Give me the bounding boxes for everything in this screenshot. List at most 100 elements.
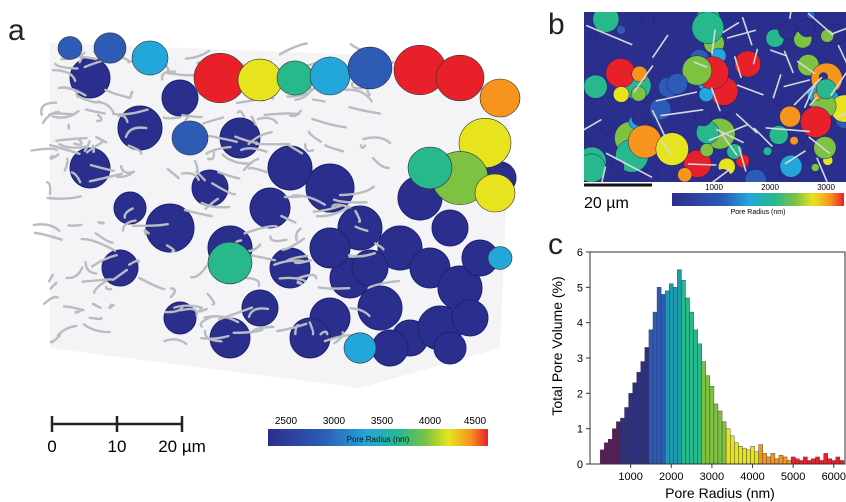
bar: [709, 386, 715, 465]
panel-a-scale-bar: 0 10 20 µm: [47, 416, 206, 456]
colorbar-b-tick-1000: 1000: [705, 183, 723, 192]
bar: [754, 451, 759, 465]
colorbar-a-label: Pore Radius (nm): [347, 435, 410, 444]
bar: [807, 460, 812, 465]
bar: [815, 456, 820, 465]
bar: [738, 446, 743, 465]
bar: [624, 407, 629, 465]
bar: [774, 458, 780, 465]
plot-area: 0 1 2 3 4 5 6 1000 2000 3000 4000 5000 6000: [577, 247, 846, 483]
colorbar-a-tick-2500: 2500: [275, 416, 298, 427]
bar: [652, 311, 658, 465]
bar: [831, 460, 837, 465]
scale-tick-10: 10: [108, 437, 127, 456]
bar: [697, 343, 702, 465]
y-tick-label: 1: [577, 424, 583, 436]
bar: [803, 456, 808, 465]
panel-a-colorbar: 2500 3000 3500 4000 4500 Pore Radius (nm…: [268, 416, 488, 446]
bar: [685, 297, 690, 465]
slice-fibers: [584, 12, 846, 182]
colorbar-a-tick-3500: 3500: [371, 416, 394, 427]
bar: [612, 428, 617, 465]
y-axis-label: Total Pore Volume (%): [549, 276, 565, 415]
bar: [608, 439, 613, 465]
colorbar-b-label: Pore Radius (nm): [731, 209, 786, 216]
bar: [827, 458, 832, 465]
colorbar-b-tick-2000: 2000: [761, 183, 779, 192]
scale-tick-20: 20 µm: [158, 437, 206, 456]
bar: [762, 453, 767, 465]
bar: [616, 421, 621, 465]
bar: [725, 428, 731, 465]
scale-tick-0: 0: [47, 437, 56, 456]
bar: [770, 453, 776, 465]
panel-a-3d-render: [30, 32, 521, 388]
bar: [729, 435, 735, 465]
x-tick-label: 2000: [659, 471, 683, 483]
panel-b-scale-label: 20 µm: [584, 195, 629, 212]
bar: [799, 460, 804, 465]
x-tick-label: 5000: [781, 471, 805, 483]
x-tick-label: 4000: [740, 471, 764, 483]
bar: [628, 393, 633, 465]
panel-label-a: a: [8, 14, 25, 47]
colorbar-a-tick-4500: 4500: [464, 416, 487, 427]
bar: [599, 449, 605, 465]
bar: [713, 403, 719, 465]
panel-b-2d-slice: [584, 12, 846, 182]
bar: [823, 453, 828, 465]
x-tick-label: 3000: [700, 471, 724, 483]
bar: [660, 294, 666, 465]
y-tick-label: 4: [577, 318, 583, 330]
x-axis-label: Pore Radius (nm): [665, 485, 775, 501]
bar: [640, 361, 646, 465]
y-tick-label: 6: [577, 247, 583, 259]
bar: [681, 280, 686, 465]
bar: [604, 442, 609, 465]
bar: [673, 287, 678, 465]
y-tick-label: 3: [577, 353, 583, 365]
bar: [746, 449, 751, 465]
colorbar-a-tick-4000: 4000: [419, 416, 442, 427]
slice-pores: [584, 12, 846, 182]
bar: [786, 460, 792, 465]
bar: [677, 269, 682, 465]
panel-label-b: b: [548, 8, 565, 41]
bar: [664, 290, 670, 465]
bar: [721, 421, 727, 465]
bar: [778, 454, 784, 465]
bar: [636, 371, 641, 465]
bar: [644, 347, 650, 465]
panel-b-colorbar: 1000 2000 3000 Pore Radius (nm): [672, 183, 844, 216]
panel-c-histogram: Total Pore Volume (%) Pore Radius (nm) 0…: [549, 247, 846, 501]
bar: [632, 382, 637, 465]
panel-label-c: c: [548, 228, 563, 261]
bar: [742, 447, 747, 465]
bar: [819, 460, 824, 465]
bar: [790, 456, 796, 465]
panel-b-scale-bar: 20 µm: [584, 183, 652, 212]
bar: [705, 375, 711, 465]
x-tick-label: 1000: [618, 471, 642, 483]
bar: [693, 329, 698, 465]
bar: [701, 361, 707, 465]
bar: [734, 442, 739, 465]
colorbar-b-gradient: [672, 193, 844, 206]
bar: [620, 417, 625, 465]
bar: [717, 410, 723, 465]
bar: [689, 311, 694, 465]
bar: [782, 456, 788, 465]
bar: [811, 458, 816, 465]
bar: [656, 287, 662, 465]
bar: [758, 444, 763, 465]
y-tick-label: 5: [577, 282, 583, 294]
x-tick-label: 6000: [822, 471, 846, 483]
y-tick-label: 0: [577, 459, 583, 471]
bar: [835, 456, 841, 465]
colorbar-b-tick-3000: 3000: [817, 183, 835, 192]
bar: [669, 283, 674, 465]
colored-pore-slices: [57, 32, 521, 364]
y-tick-label: 2: [577, 388, 583, 400]
bar: [750, 446, 755, 465]
colorbar-a-gradient: [268, 429, 488, 446]
